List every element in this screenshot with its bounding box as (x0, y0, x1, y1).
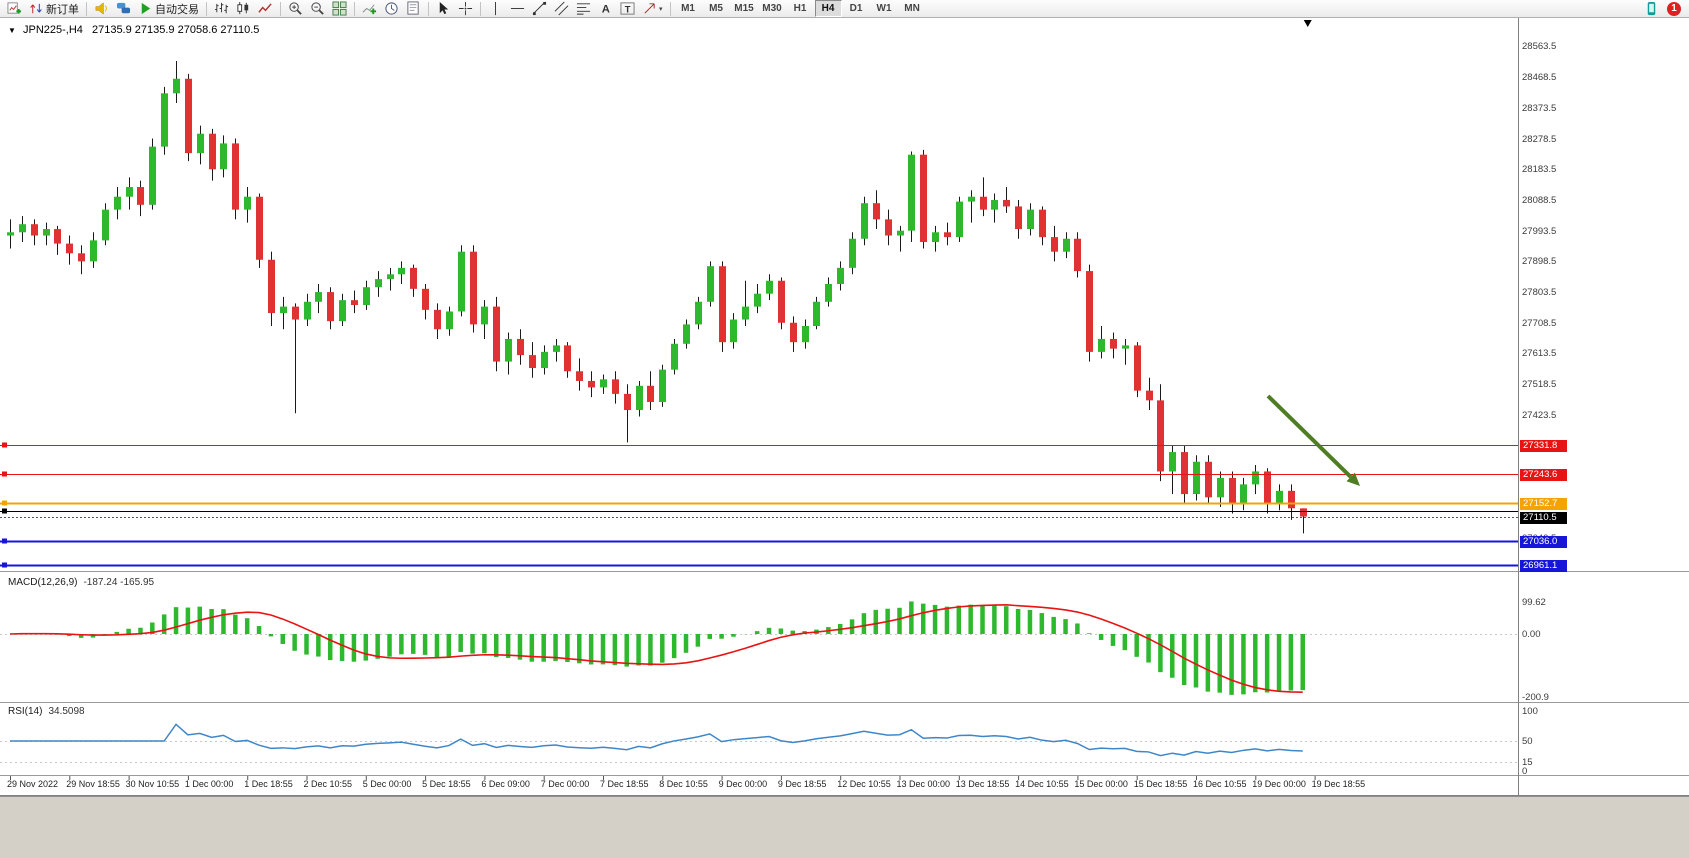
price-lines[interactable] (0, 442, 1518, 568)
line-handle (2, 442, 7, 448)
line-handle (2, 471, 7, 477)
mobile-app-icon[interactable] (1644, 1, 1659, 16)
timeframe-m15-button[interactable]: M15 (734, 3, 754, 14)
svg-text:A: A (602, 3, 610, 15)
rsi-name: RSI(14) (8, 706, 43, 717)
toolbar-separator (280, 1, 281, 16)
rsi-line (10, 723, 1303, 757)
crosshair-icon (458, 1, 473, 16)
periods-icon (384, 1, 399, 16)
channel-button[interactable] (551, 0, 572, 18)
fibonacci-icon (576, 1, 591, 16)
chart-ohlc-values: 27135.9 27135.9 27058.6 27110.5 (91, 24, 260, 36)
candles (7, 60, 1307, 534)
timeframe-m30-button[interactable]: M30 (762, 3, 782, 14)
tile-windows-icon (332, 1, 347, 16)
timeframe-w1-button[interactable]: W1 (876, 3, 892, 14)
bar-chart-button[interactable] (211, 0, 232, 18)
new-chart-icon (7, 1, 22, 16)
play-icon (138, 1, 153, 16)
rsi-value: 34.5098 (48, 706, 85, 717)
cursor-icon (436, 1, 451, 16)
line-handle (2, 508, 7, 514)
timeframe-m1-button[interactable]: M1 (681, 3, 695, 14)
indicators-button[interactable] (359, 0, 380, 18)
toolbar-separator (480, 1, 481, 16)
line-chart-icon (258, 1, 273, 16)
line-handle (2, 538, 7, 544)
toolbar: 新订单 自动交易 A T ▾ M1 M5 M15 M30 H1 H4 D1 W1 MN 1 (0, 0, 1689, 18)
candle-chart-icon (236, 1, 251, 16)
timeframe-h1-button[interactable]: H1 (793, 3, 807, 14)
chat-button[interactable] (113, 0, 134, 18)
timeframe-mn-button[interactable]: MN (904, 3, 920, 14)
zoom-in-icon (288, 1, 303, 16)
chat-icon (116, 1, 131, 16)
line-handle (2, 500, 7, 506)
fibonacci-button[interactable] (573, 0, 594, 18)
tile-windows-button[interactable] (329, 0, 350, 18)
vertical-line-icon (488, 1, 503, 16)
text-icon: A (598, 1, 613, 16)
toolbar-separator (428, 1, 429, 16)
timeframe-m5-button[interactable]: M5 (709, 3, 723, 14)
macd-values: -187.24 -165.95 (83, 577, 155, 588)
templates-button[interactable] (403, 0, 424, 18)
new-chart-button[interactable] (4, 0, 25, 18)
arrows-icon (642, 1, 657, 16)
toolbar-separator (206, 1, 207, 16)
new-order-label: 新订单 (46, 3, 79, 16)
chart-symbol-period: JPN225-,H4 (22, 24, 83, 36)
window-bottom (0, 796, 1689, 858)
periods-button[interactable] (381, 0, 402, 18)
market-watch-icon (94, 1, 109, 16)
zoom-out-icon (310, 1, 325, 16)
macd-signal-line (9, 604, 1303, 694)
toolbar-separator (669, 1, 671, 16)
new-order-button[interactable]: 新订单 (26, 0, 82, 18)
line-chart-button[interactable] (255, 0, 276, 18)
channel-icon (554, 1, 569, 16)
text-button[interactable]: A (595, 0, 616, 18)
timeframe-h4-button[interactable]: H4 (814, 0, 842, 17)
market-watch-button[interactable] (91, 0, 112, 18)
crosshair-button[interactable] (455, 0, 476, 18)
indicators-icon (362, 1, 377, 16)
arrows-button[interactable]: ▾ (639, 0, 666, 18)
trendline-button[interactable] (529, 0, 550, 18)
ohlc-collapse-icon[interactable]: ▼ (8, 26, 16, 35)
toolbar-separator (86, 1, 87, 16)
chart-plot[interactable] (0, 18, 1689, 795)
text-label-button[interactable]: T (617, 0, 638, 18)
text-label-icon: T (620, 1, 635, 16)
trendline-icon (532, 1, 547, 16)
chart-shift-marker[interactable] (1303, 20, 1312, 27)
line-handle (2, 562, 7, 568)
chart-title: ▼ JPN225-,H4 27135.9 27135.9 27058.6 271… (8, 24, 259, 36)
horizontal-line-icon (510, 1, 525, 16)
trend-arrow[interactable] (1266, 394, 1360, 486)
svg-text:T: T (625, 4, 631, 14)
autotrading-label: 自动交易 (155, 3, 199, 16)
autotrading-button[interactable]: 自动交易 (135, 0, 202, 18)
order-arrows-icon (29, 1, 44, 16)
horizontal-line-button[interactable] (507, 0, 528, 18)
toolbar-right: 1 (1644, 1, 1685, 16)
arrows-dropdown-icon[interactable]: ▾ (659, 5, 663, 13)
bar-chart-icon (214, 1, 229, 16)
toolbar-separator (354, 1, 355, 16)
timeframe-d1-button[interactable]: D1 (849, 3, 863, 14)
templates-icon (406, 1, 421, 16)
notifications-badge[interactable]: 1 (1667, 1, 1681, 16)
vertical-line-button[interactable] (485, 0, 506, 18)
macd-name: MACD(12,26,9) (8, 577, 78, 588)
candle-chart-button[interactable] (233, 0, 254, 18)
zoom-out-button[interactable] (307, 0, 328, 18)
rsi-header: RSI(14) 34.5098 (8, 706, 85, 717)
zoom-in-button[interactable] (285, 0, 306, 18)
macd-header: MACD(12,26,9) -187.24 -165.95 (8, 577, 154, 588)
cursor-button[interactable] (433, 0, 454, 18)
